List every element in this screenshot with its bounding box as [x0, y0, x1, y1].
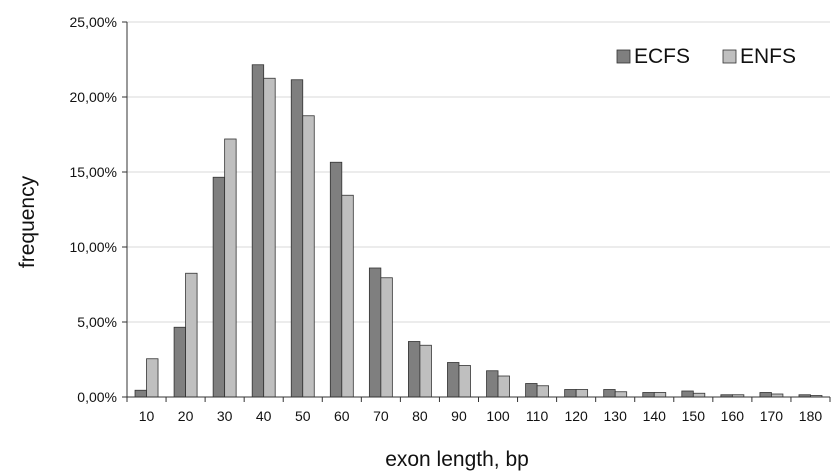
- y-tick-label-0: 0,00%: [77, 389, 117, 405]
- legend: ECFS ENFS: [616, 45, 796, 68]
- bar-enfs-90: [458, 365, 471, 398]
- bar-enfs-70: [380, 277, 393, 398]
- bar-ecfs-140: [642, 392, 655, 398]
- y-tick-label-2: 10,00%: [70, 239, 117, 255]
- bar-enfs-140: [653, 392, 667, 398]
- bar-ecfs-170: [759, 392, 772, 398]
- y-tick-label-1: 5,00%: [77, 314, 117, 330]
- bar-ecfs-130: [603, 389, 616, 398]
- bar-ecfs-80: [408, 341, 421, 398]
- x-tick-label-20: 20: [178, 408, 194, 424]
- axes: [122, 21, 831, 402]
- bar-enfs-130: [614, 391, 628, 398]
- x-tick-label-80: 80: [412, 408, 428, 424]
- bar-enfs-150: [692, 392, 706, 398]
- bar-enfs-80: [419, 344, 432, 398]
- bar-enfs-50: [302, 115, 315, 398]
- bar-ecfs-90: [447, 362, 460, 398]
- legend-label-enfs: ENFS: [740, 45, 796, 68]
- bar-enfs-40: [263, 77, 276, 398]
- y-tick-labels: 0,00% 5,00% 10,00% 15,00% 20,00% 25,00%: [70, 14, 117, 405]
- x-tick-label-170: 170: [760, 408, 784, 424]
- bar-ecfs-50: [290, 79, 304, 398]
- bar-enfs-110: [536, 385, 549, 398]
- x-tick-label-150: 150: [682, 408, 706, 424]
- y-tick-label-3: 15,00%: [70, 164, 117, 180]
- x-tick-label-130: 130: [604, 408, 628, 424]
- y-tick-label-5: 25,00%: [70, 14, 117, 30]
- bar-ecfs-100: [486, 370, 499, 398]
- x-axis-title: exon length, bp: [385, 448, 529, 471]
- x-tick-label-120: 120: [564, 408, 588, 424]
- legend-swatch-ecfs: [616, 49, 631, 64]
- bar-ecfs-110: [525, 383, 538, 398]
- bar-ecfs-20: [173, 326, 186, 398]
- bar-enfs-20: [185, 272, 198, 398]
- x-tick-label-70: 70: [373, 408, 389, 424]
- bar-enfs-30: [224, 138, 237, 398]
- bar-enfs-10: [146, 358, 159, 398]
- bar-ecfs-30: [212, 176, 226, 398]
- x-tick-label-50: 50: [295, 408, 311, 424]
- y-axis-title: frequency: [16, 175, 39, 268]
- bar-enfs-100: [497, 375, 510, 398]
- x-tick-label-110: 110: [526, 408, 549, 424]
- bar-enfs-60: [341, 194, 354, 398]
- bar-ecfs-150: [681, 390, 694, 398]
- legend-label-ecfs: ECFS: [634, 45, 690, 68]
- x-tick-labels: 10 20 30 40 50 60 70 80 90 100 110 120 130 140 150 160 1…: [139, 408, 823, 424]
- bar-ecfs-10: [134, 389, 147, 398]
- bars: [134, 64, 823, 398]
- bar-enfs-120: [575, 389, 589, 398]
- bar-ecfs-40: [251, 64, 265, 398]
- x-tick-label-90: 90: [451, 408, 467, 424]
- x-tick-label-40: 40: [256, 408, 272, 424]
- y-tick-label-4: 20,00%: [70, 89, 117, 105]
- x-tick-label-160: 160: [721, 408, 745, 424]
- bar-ecfs-60: [329, 161, 343, 398]
- grid-lines: [127, 21, 830, 323]
- x-tick-label-60: 60: [334, 408, 350, 424]
- x-tick-label-180: 180: [799, 408, 823, 424]
- legend-swatch-enfs: [722, 49, 737, 64]
- x-tick-label-100: 100: [486, 408, 510, 424]
- bar-ecfs-70: [368, 267, 382, 398]
- x-tick-label-140: 140: [643, 408, 667, 424]
- x-tick-label-30: 30: [217, 408, 233, 424]
- x-tick-label-10: 10: [139, 408, 155, 424]
- bar-ecfs-120: [564, 389, 577, 398]
